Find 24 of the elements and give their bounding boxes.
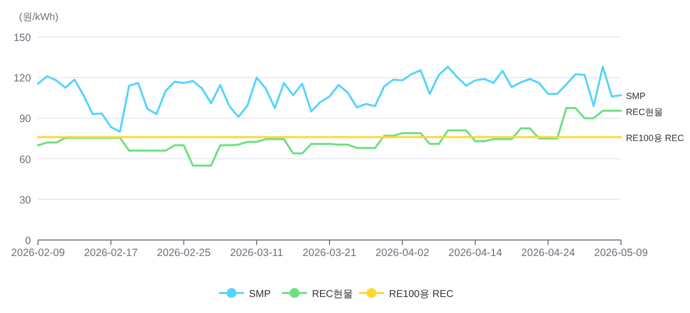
y-tick-label: 90 xyxy=(19,113,32,126)
legend-label: SMP xyxy=(249,289,271,300)
x-tick-label: 2026-04-02 xyxy=(376,247,430,259)
x-tick-label: 2026-05-09 xyxy=(594,247,648,259)
x-tick-label: 2026-02-17 xyxy=(84,247,138,259)
x-tick-label: 2026-03-21 xyxy=(302,247,357,259)
x-tick-label: 2026-02-09 xyxy=(11,247,66,259)
line-series xyxy=(37,107,622,167)
y-tick-label: 0 xyxy=(25,235,32,247)
y-tick-label: 60 xyxy=(19,154,32,166)
legend-label: RE100용 REC xyxy=(389,289,454,300)
text: REC현물 xyxy=(626,106,664,117)
line-series xyxy=(37,66,622,133)
legend-label: REC현물 xyxy=(312,289,354,300)
y-axis-title: (원/kWh) xyxy=(19,12,58,23)
y-tick-label: 150 xyxy=(13,32,32,44)
text: RE100용 REC xyxy=(626,133,684,144)
y-tick-label: 30 xyxy=(19,194,32,206)
x-tick-label: 2026-03-11 xyxy=(230,247,284,259)
x-tick-label: 2026-04-24 xyxy=(521,247,576,259)
x-tick-label: 2026-04-14 xyxy=(448,247,502,259)
text: SMP xyxy=(626,91,646,102)
x-tick-label: 2026-02-25 xyxy=(156,247,211,259)
y-tick-label: 120 xyxy=(13,72,32,85)
